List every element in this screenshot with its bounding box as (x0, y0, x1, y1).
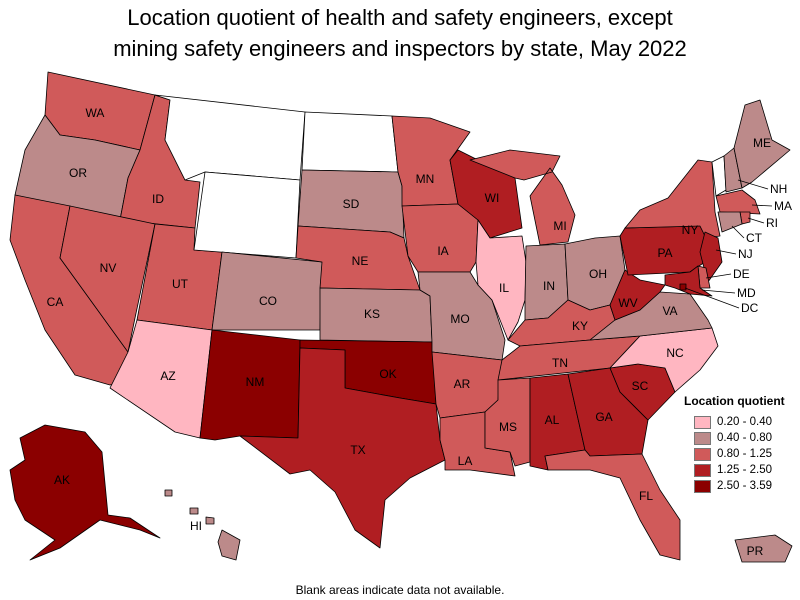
state-label-ma: MA (774, 199, 792, 213)
leader-line-ct (731, 225, 745, 239)
state-wy[interactable] (193, 171, 301, 259)
state-ak[interactable] (9, 424, 161, 561)
state-label-ca: CA (47, 295, 64, 309)
state-label-ny: NY (682, 223, 699, 237)
leader-line-md (701, 289, 736, 294)
leader-line-de (705, 273, 732, 279)
state-label-wa: WA (86, 106, 105, 120)
leader-line-ri (747, 217, 765, 224)
legend-swatch (694, 431, 711, 445)
state-tx[interactable] (239, 347, 446, 549)
state-label-in: IN (543, 279, 555, 293)
state-label-ga: GA (595, 410, 612, 424)
leader-line-nh (737, 179, 769, 190)
map-title-line-2: mining safety engineers and inspectors b… (113, 36, 687, 61)
legend-item: 1.25 - 2.50 (684, 462, 796, 478)
state-label-ne: NE (352, 254, 369, 268)
state-vt[interactable] (711, 155, 727, 197)
state-label-sc: SC (632, 379, 649, 393)
state-dc[interactable] (679, 283, 687, 291)
state-label-nh: NH (770, 182, 787, 196)
state-hi[interactable] (164, 489, 241, 561)
state-labels: WA OR CA ID NV UT AZ CO NM SD NE KS OK T… (47, 106, 792, 558)
state-label-ct: CT (746, 231, 763, 245)
state-label-ks: KS (364, 307, 380, 321)
map-title: Location quotient of health and safety e… (0, 2, 800, 64)
state-label-nm: NM (246, 375, 265, 389)
state-label-ky: KY (572, 319, 588, 333)
legend-item: 2.50 - 3.59 (684, 478, 796, 494)
state-label-id: ID (152, 192, 164, 206)
state-label-wi: WI (485, 191, 500, 205)
state-label-la: LA (458, 454, 473, 468)
state-label-md: MD (737, 286, 756, 300)
leader-line-nj (715, 249, 737, 255)
legend-swatch (694, 479, 711, 493)
state-co[interactable] (211, 251, 323, 331)
leader-line-dc (684, 287, 740, 309)
state-label-al: AL (545, 413, 560, 427)
state-label-co: CO (259, 294, 277, 308)
state-label-de: DE (733, 267, 750, 281)
state-label-pa: PA (657, 246, 672, 260)
state-label-ri: RI (766, 216, 778, 230)
map-footnote: Blank areas indicate data not available. (295, 583, 505, 597)
state-label-tn: TN (552, 356, 568, 370)
state-label-va: VA (662, 304, 677, 318)
legend-title: Location quotient (684, 394, 785, 408)
state-label-tx: TX (350, 443, 365, 457)
legend-swatch (694, 447, 711, 461)
state-label-sd: SD (343, 197, 360, 211)
legend-label: 2.50 - 3.59 (717, 480, 772, 492)
state-pr[interactable] (734, 534, 793, 563)
state-label-nv: NV (100, 261, 117, 275)
state-label-ak: AK (54, 473, 70, 487)
legend-item: 0.40 - 0.80 (684, 430, 796, 446)
state-fl[interactable] (544, 449, 681, 561)
state-label-az: AZ (160, 369, 175, 383)
state-ma[interactable] (715, 189, 761, 215)
state-ny[interactable] (624, 159, 721, 239)
state-label-ms: MS (499, 420, 517, 434)
state-label-mo: MO (450, 312, 469, 326)
legend-swatch (694, 415, 711, 429)
state-label-mn: MN (416, 172, 435, 186)
callout-leader-lines (684, 179, 773, 309)
state-label-pr: PR (747, 544, 764, 558)
state-ct[interactable] (717, 211, 743, 233)
state-label-ok: OK (379, 367, 396, 381)
state-label-nc: NC (666, 346, 684, 360)
map-title-line-1: Location quotient of health and safety e… (127, 5, 673, 30)
state-ia[interactable] (401, 203, 479, 273)
state-label-hi: HI (190, 519, 202, 533)
state-label-il: IL (499, 281, 509, 295)
legend-label: 0.40 - 0.80 (717, 432, 772, 444)
state-md[interactable] (664, 265, 713, 297)
leader-line-ma (751, 204, 773, 207)
legend-label: 0.80 - 1.25 (717, 448, 772, 460)
legend-swatch (694, 463, 711, 477)
state-nd[interactable] (301, 111, 399, 173)
state-label-mi: MI (553, 219, 566, 233)
legend-label: 0.20 - 0.40 (717, 416, 772, 428)
state-nv[interactable] (59, 205, 156, 353)
state-nc[interactable] (609, 327, 719, 393)
state-label-wv: WV (618, 296, 637, 310)
state-label-fl: FL (639, 489, 653, 503)
state-label-me: ME (753, 136, 771, 150)
state-il[interactable] (475, 219, 527, 341)
state-label-or: OR (69, 166, 87, 180)
state-label-dc: DC (741, 301, 759, 315)
state-label-ar: AR (454, 377, 471, 391)
state-label-ut: UT (172, 277, 189, 291)
state-label-nj: NJ (738, 247, 753, 261)
state-me[interactable] (733, 99, 791, 189)
state-label-ia: IA (437, 244, 448, 258)
legend-item: 0.80 - 1.25 (684, 446, 796, 462)
state-label-oh: OH (589, 267, 607, 281)
legend-label: 1.25 - 2.50 (717, 464, 772, 476)
map-legend: Location quotient 0.20 - 0.40 0.40 - 0.8… (684, 394, 796, 494)
legend-item: 0.20 - 0.40 (684, 414, 796, 430)
